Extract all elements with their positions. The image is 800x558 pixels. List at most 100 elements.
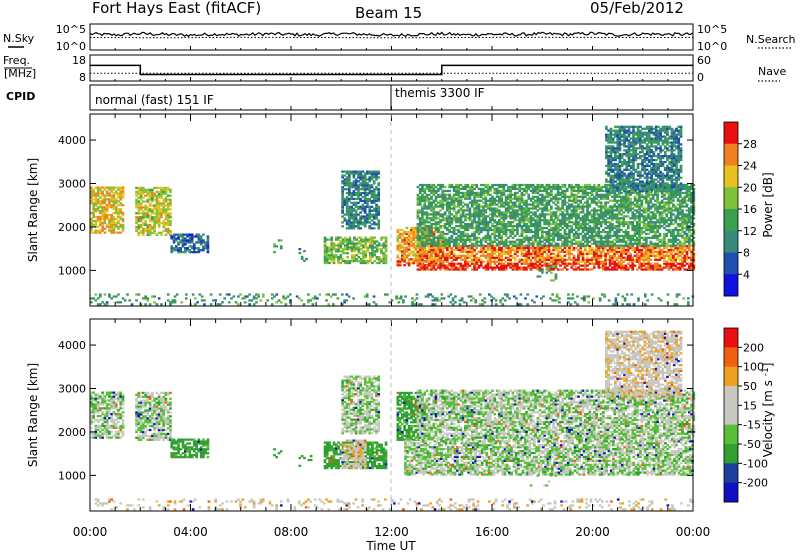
power-cell — [435, 211, 438, 213]
power-cell — [557, 223, 560, 225]
power-cell — [423, 229, 426, 231]
power-cell — [534, 200, 537, 202]
power-cell — [423, 235, 426, 237]
power-cell — [451, 263, 454, 265]
power-cell — [375, 178, 378, 180]
power-cell — [582, 221, 585, 223]
power-cell — [539, 225, 542, 227]
power-cell — [552, 239, 555, 241]
power-cell — [487, 190, 490, 192]
power-cell — [609, 235, 612, 237]
power-cell — [559, 255, 562, 257]
power-cell — [453, 267, 456, 269]
power-cell — [99, 200, 102, 202]
power-cell — [471, 263, 474, 265]
power-cell — [591, 259, 594, 261]
power-cell — [539, 229, 542, 231]
power-cell — [546, 231, 549, 233]
power-cell — [564, 192, 567, 194]
power-cell — [602, 255, 605, 257]
power-cell — [611, 257, 614, 259]
power-cell — [516, 205, 519, 207]
power-cell — [337, 258, 340, 260]
power-cell — [512, 204, 515, 206]
power-cell — [604, 194, 607, 196]
power-cell — [622, 265, 625, 267]
power-cell — [494, 229, 497, 231]
power-cell — [95, 216, 98, 218]
power-cell — [471, 184, 474, 186]
power-cell — [564, 247, 567, 249]
power-cell — [326, 254, 329, 256]
power-cell — [527, 263, 530, 265]
power-cell — [169, 202, 172, 204]
power-cell — [546, 235, 549, 237]
power-cell — [527, 267, 530, 269]
power-cell — [140, 212, 143, 214]
power-cell — [423, 261, 426, 263]
power-cell — [634, 255, 637, 257]
power-cell — [417, 194, 420, 196]
power-cell — [523, 249, 526, 251]
power-cell — [117, 204, 120, 206]
power-cell — [498, 243, 501, 245]
power-cell — [487, 186, 490, 188]
power-cell — [573, 249, 576, 251]
power-cell — [160, 191, 163, 193]
power-cell — [503, 192, 506, 194]
power-cell — [442, 225, 445, 227]
power-cell — [451, 261, 454, 263]
power-cell — [541, 190, 544, 192]
power-cell — [546, 200, 549, 202]
power-cell — [101, 202, 104, 204]
power-cell — [598, 263, 601, 265]
power-cell — [377, 227, 380, 229]
power-cell — [489, 263, 492, 265]
power-cell — [385, 260, 388, 262]
power-cell — [106, 214, 109, 216]
power-cell — [355, 254, 358, 256]
power-cell — [620, 267, 623, 269]
power-cell — [200, 241, 203, 243]
power-cell — [620, 213, 623, 215]
power-cell — [430, 229, 433, 231]
power-cell — [598, 229, 601, 231]
power-cell — [446, 190, 449, 192]
power-cell — [546, 227, 549, 229]
power-cell — [534, 239, 537, 241]
power-cell — [113, 216, 116, 218]
power-cell — [500, 247, 503, 249]
power-cell — [158, 220, 161, 222]
power-cell — [557, 243, 560, 245]
power-cell — [650, 259, 653, 261]
power-cell — [462, 235, 465, 237]
power-cell — [119, 224, 122, 226]
power-cell — [377, 184, 380, 186]
power-cell — [489, 190, 492, 192]
power-cell — [378, 242, 381, 244]
power-cell — [448, 211, 451, 213]
power-cell — [108, 220, 111, 222]
freq-ytick-bottom: 8 — [79, 71, 86, 84]
power-cell — [494, 225, 497, 227]
power-cell — [527, 237, 530, 239]
power-cell — [516, 267, 519, 269]
power-cell — [589, 204, 592, 206]
power-cell — [491, 217, 494, 219]
power-cell — [616, 196, 619, 198]
power-cell — [362, 221, 365, 223]
power-cell — [512, 243, 515, 245]
power-cell — [348, 198, 351, 200]
power-cell — [575, 207, 578, 209]
power-cell — [397, 229, 400, 231]
power-cell — [539, 200, 542, 202]
power-cell — [403, 237, 406, 239]
power-cell — [99, 210, 102, 212]
power-cell — [552, 235, 555, 237]
power-cell — [426, 211, 429, 213]
power-cell — [552, 249, 555, 251]
power-cell — [408, 243, 411, 245]
power-cell — [523, 217, 526, 219]
power-cell — [430, 233, 433, 235]
power-cell — [681, 259, 684, 261]
